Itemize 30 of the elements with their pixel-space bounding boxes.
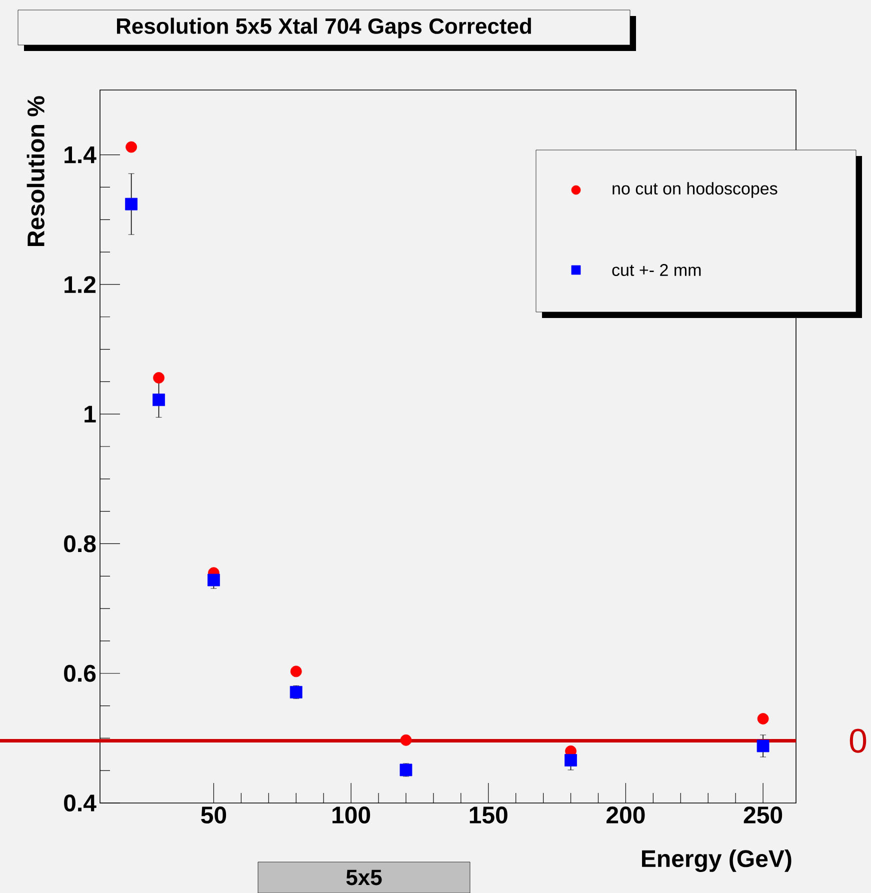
text: 5x5 <box>346 870 382 886</box>
point <box>290 666 302 678</box>
point <box>153 372 164 384</box>
y-tick-label: 1.4 <box>64 146 96 164</box>
point <box>564 754 577 766</box>
point <box>152 394 165 406</box>
chart-title: Resolution 5x5 Xtal 704 Gaps Corrected <box>117 18 531 38</box>
y-tick-label: 0.6 <box>64 664 96 682</box>
x-axis-title: Energy (GeV) <box>642 850 792 872</box>
point <box>400 734 412 746</box>
x-tick-label: 100 <box>332 806 370 824</box>
point <box>208 574 220 586</box>
x-tick-label: 50 <box>201 806 226 824</box>
x-tick-label: 150 <box>470 806 508 824</box>
y-tick-label: 1 <box>84 406 96 422</box>
point <box>290 686 302 698</box>
legend-label: no cut on hodoscopes <box>612 182 778 198</box>
ref-line-label: 0 <box>850 728 866 753</box>
legend-label: cut +- 2 mm <box>612 264 701 276</box>
y-tick-label: 0.8 <box>64 535 96 552</box>
point <box>125 198 138 210</box>
point <box>756 740 770 752</box>
y-axis-title: Resolution % <box>26 96 44 246</box>
point <box>126 141 138 153</box>
x-tick-label: 250 <box>744 806 782 824</box>
y-tick-label: 1.2 <box>64 276 96 293</box>
x-tick-label: 200 <box>606 806 645 824</box>
y-tick-label: 0.4 <box>64 794 96 812</box>
point <box>400 764 412 776</box>
point <box>757 713 769 724</box>
